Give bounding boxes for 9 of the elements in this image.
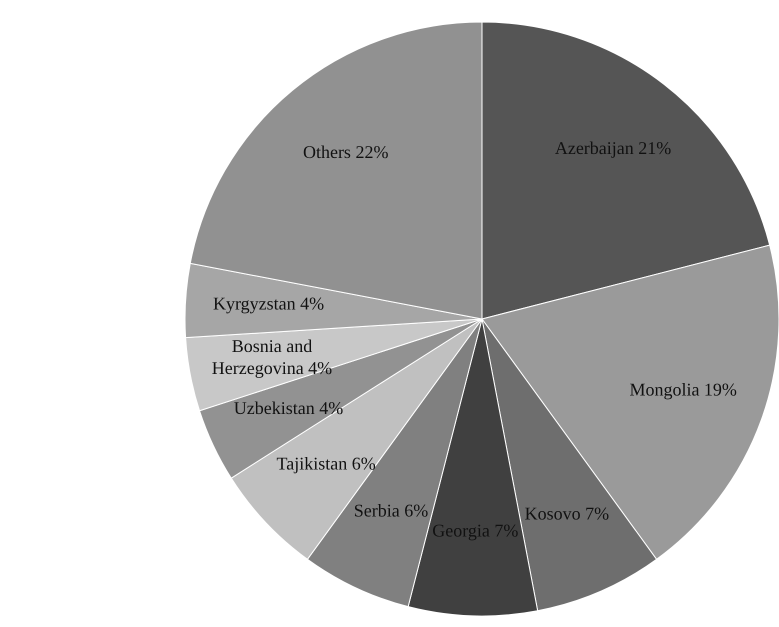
slice-label: Uzbekistan 4% (234, 398, 344, 418)
slice-label: Bosnia and Herzegovina 4% (212, 336, 332, 378)
slice-label: Serbia 6% (354, 500, 428, 521)
slice-label: Azerbaijan 21% (554, 138, 672, 158)
slice-label: Kyrgyzstan 4% (213, 294, 324, 314)
slice-label: Mongolia 19% (629, 380, 737, 400)
slice-label: Tajikistan 6% (276, 454, 376, 474)
slice-label: Others 22% (302, 142, 388, 162)
slice-label: Kosovo 7% (524, 503, 610, 524)
